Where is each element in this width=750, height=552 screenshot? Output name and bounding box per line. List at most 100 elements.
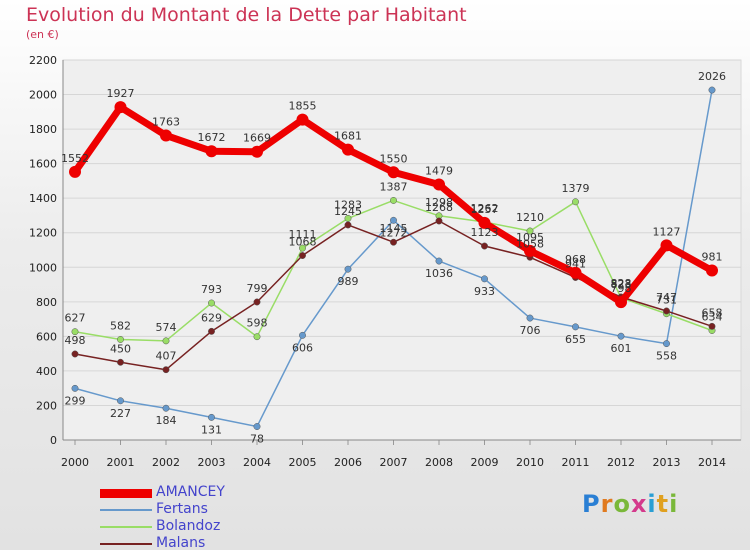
x-tick-label: 2006 [334,456,362,469]
data-point-bolandoz [71,328,79,336]
data-label-bolandoz: 582 [110,319,131,332]
data-point-fertans [617,332,625,340]
data-label-malans: 1268 [425,201,453,214]
data-point-bolandoz [162,337,170,345]
data-point-fertans [117,397,124,405]
data-point-bolandoz [299,244,306,252]
data-label-fertans: 227 [110,407,131,420]
proxiti-logo: Proxiti [582,490,679,518]
data-point-amancey [296,113,309,126]
data-point-amancey [660,239,673,252]
data-point-fertans [663,340,670,348]
data-label-amancey: 1763 [152,115,180,128]
data-label-amancey: 1550 [380,152,408,165]
data-label-amancey: 981 [702,251,723,264]
data-point-fertans [299,331,306,339]
data-label-bolandoz: 1379 [562,182,590,195]
data-label-amancey: 1669 [243,132,271,145]
data-point-malans [71,350,79,358]
data-label-bolandoz: 1210 [516,211,544,224]
x-tick-label: 2013 [653,456,681,469]
chart-unit: (en €) [26,28,59,41]
data-label-fertans: 1036 [425,267,453,280]
axes: 0 200 400 600 800 1000 1200 1400 1600 1800 2000 220… [29,54,741,469]
data-label-amancey: 1681 [334,130,362,143]
data-label-malans: 828 [611,277,632,290]
x-tick-label: 2009 [471,456,499,469]
data-point-amancey [69,165,81,178]
legend-swatch [100,543,152,545]
data-point-amancey [524,244,536,257]
x-tick-label: 2014 [698,456,726,469]
x-tick-label: 2005 [289,456,317,469]
data-label-fertans: 131 [201,423,222,436]
data-label-malans: 1068 [289,236,317,249]
data-label-malans: 1245 [334,205,362,218]
y-tick-label: 2200 [29,54,57,67]
y-tick-label: 1800 [29,123,57,136]
data-point-amancey [205,145,218,158]
data-point-amancey [706,264,718,277]
data-label-malans: 1123 [471,226,499,239]
data-point-amancey [615,296,627,309]
data-labels: 299 227 184 131 78 606 989 1272 1036 933 706 655 601… [61,70,726,445]
data-label-amancey: 1257 [471,203,499,216]
data-label-bolandoz: 731 [656,294,677,307]
data-point-fertans [526,314,534,322]
data-point-amancey [478,216,491,229]
data-label-fertans: 606 [292,341,313,354]
data-label-amancey: 968 [565,253,586,266]
x-tick-label: 2010 [516,456,544,469]
data-point-fertans [344,265,352,273]
data-point-bolandoz [253,333,261,341]
y-tick-label: 1600 [29,158,57,171]
x-tick-label: 2004 [243,456,271,469]
data-point-bolandoz [572,198,579,206]
data-label-fertans: 78 [250,433,264,446]
y-tick-label: 800 [36,296,57,309]
data-point-malans [299,252,306,259]
x-tick-label: 2000 [61,456,89,469]
data-point-fertans [208,413,215,421]
x-tick-label: 2007 [380,456,408,469]
line-chart: 0 200 400 600 800 1000 1200 1400 1600 1800 2000 220… [29,54,742,469]
data-label-malans: 799 [247,282,268,295]
data-label-fertans: 601 [611,342,632,355]
data-point-malans [663,307,670,315]
data-label-bolandoz: 793 [201,283,222,296]
data-label-fertans: 558 [656,350,677,363]
data-point-malans [117,358,124,366]
data-point-malans [344,221,352,229]
data-point-malans [481,242,488,250]
data-point-malans [435,217,443,225]
data-label-amancey: 1552 [61,152,89,165]
data-label-fertans: 706 [520,324,541,337]
data-point-fertans [162,404,170,412]
x-tick-label: 2002 [152,456,180,469]
legend-label: Malans [156,535,206,551]
data-point-fertans [435,257,443,265]
data-label-bolandoz: 823 [611,278,632,291]
legend-label: Bolandoz [156,518,221,534]
series-layer [69,86,718,430]
data-label-bolandoz: 1283 [334,198,362,211]
data-point-malans [708,322,716,330]
data-point-bolandoz [208,299,215,307]
x-tick-label: 2012 [607,456,635,469]
x-tick-label: 2001 [107,456,135,469]
data-point-malans [253,298,261,306]
data-point-fertans [390,216,397,224]
data-point-bolandoz [526,227,534,235]
data-label-amancey: 1095 [516,231,544,244]
data-label-malans: 498 [65,334,86,347]
data-point-fertans [71,384,79,392]
y-tick-label: 2000 [29,89,57,102]
data-point-amancey [114,101,127,114]
data-label-bolandoz: 598 [247,317,268,330]
data-label-malans: 747 [656,291,677,304]
legend-swatch [100,509,152,511]
legend-swatch [100,526,152,528]
data-label-bolandoz: 1111 [289,228,317,241]
legend-label: AMANCEY [156,484,225,500]
x-tick-label: 2011 [562,456,590,469]
